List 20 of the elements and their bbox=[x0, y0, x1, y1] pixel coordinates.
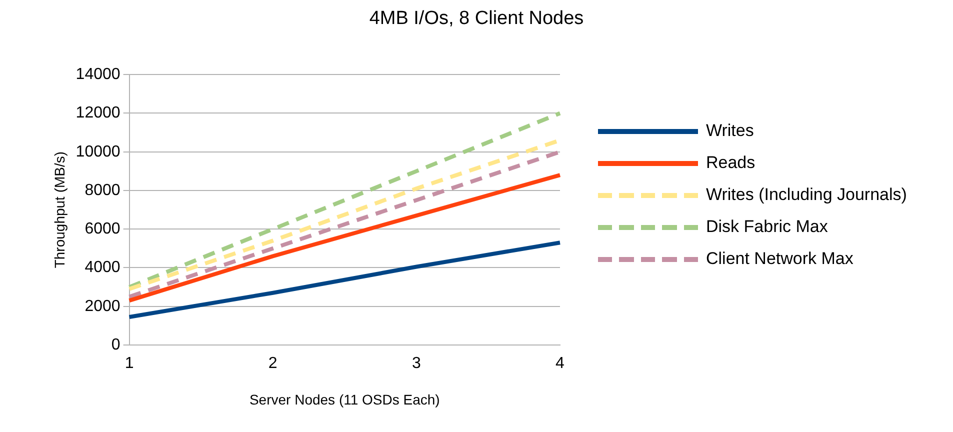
y-tick-label: 14000 bbox=[76, 66, 120, 84]
y-tick-label: 6000 bbox=[84, 220, 120, 238]
y-tick-label: 10000 bbox=[76, 143, 120, 160]
legend-label: Writes bbox=[706, 121, 754, 141]
x-tick-label: 2 bbox=[268, 355, 278, 372]
x-tick-label: 4 bbox=[556, 355, 565, 372]
y-tick-label: 2000 bbox=[84, 298, 120, 315]
y-tick-label: 0 bbox=[111, 336, 120, 354]
legend-label: Reads bbox=[706, 153, 756, 173]
x-tick-label: 1 bbox=[124, 355, 134, 372]
legend-label: Disk Fabric Max bbox=[706, 217, 828, 237]
legend-label: Writes (Including Journals) bbox=[706, 185, 907, 205]
legend-label: Client Network Max bbox=[706, 249, 854, 269]
x-tick-label: 3 bbox=[412, 355, 421, 372]
x-axis-title: Server Nodes (11 OSDs Each) bbox=[249, 391, 440, 408]
y-tick-label: 8000 bbox=[84, 182, 120, 199]
y-tick-label: 4000 bbox=[84, 259, 120, 276]
chart-title: 4MB I/Os, 8 Client Nodes bbox=[368, 8, 585, 31]
y-tick-label: 12000 bbox=[76, 104, 120, 122]
y-axis-title: Throughput (MB/s) bbox=[51, 151, 68, 268]
